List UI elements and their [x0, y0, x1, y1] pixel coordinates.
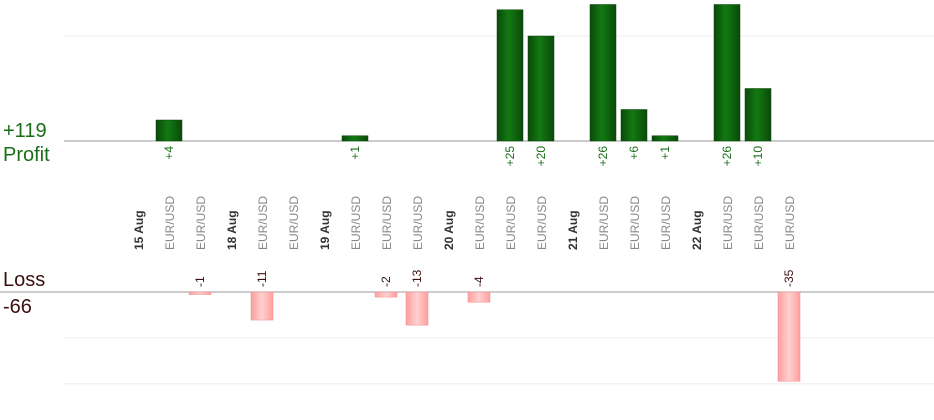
profit-value-label: +10 [751, 146, 765, 167]
date-label: 22 Aug [690, 210, 704, 250]
loss-bar [188, 291, 212, 295]
pair-label: EUR/USD [504, 196, 518, 250]
pair-label: EUR/USD [752, 196, 766, 250]
loss-value-label: -1 [193, 276, 207, 287]
pair-label: EUR/USD [380, 196, 394, 250]
profit-bar [341, 135, 369, 142]
pair-label: EUR/USD [349, 196, 363, 250]
date-label: 15 Aug [132, 210, 146, 250]
loss-total: -66 [3, 296, 32, 318]
profit-bar [713, 4, 741, 142]
date-label: 19 Aug [318, 210, 332, 250]
profit-bar [527, 35, 555, 142]
pair-label: EUR/USD [721, 196, 735, 250]
profit-total: +119 [3, 120, 47, 142]
loss-value-label: -13 [410, 269, 424, 287]
profit-bar [589, 4, 617, 142]
profit-value-label: +26 [720, 146, 734, 167]
profit-value-label: +1 [658, 146, 672, 160]
profit-value-label: +4 [162, 146, 176, 160]
loss-value-label: -11 [255, 270, 269, 287]
loss-bar [405, 291, 429, 326]
bars [155, 4, 801, 382]
pair-label: EUR/USD [163, 196, 177, 250]
pair-label: EUR/USD [659, 196, 673, 250]
loss-bar [467, 291, 491, 303]
loss-bar [250, 291, 274, 321]
date-label: 18 Aug [225, 210, 239, 250]
pair-label: EUR/USD [597, 196, 611, 250]
loss-value-label: -4 [472, 276, 486, 287]
loss-bar [374, 291, 398, 298]
pair-label: EUR/USD [535, 196, 549, 250]
profit-value-label: +1 [348, 146, 362, 160]
loss-bar [777, 291, 801, 382]
profit-label: Profit [3, 144, 50, 166]
pair-label: EUR/USD [287, 196, 301, 250]
pair-label: EUR/USD [628, 196, 642, 250]
pair-label: EUR/USD [473, 196, 487, 250]
pair-label: EUR/USD [256, 196, 270, 250]
pair-label: EUR/USD [783, 196, 797, 250]
pair-label: EUR/USD [194, 196, 208, 250]
profit-bar [155, 119, 183, 142]
loss-value-label: -35 [782, 269, 796, 287]
loss-value-label: -2 [379, 276, 393, 287]
profit-value-label: +6 [627, 146, 641, 160]
date-label: 21 Aug [566, 210, 580, 250]
loss-label: Loss [3, 269, 46, 291]
profit-value-label: +20 [534, 146, 548, 167]
pair-label: EUR/USD [411, 196, 425, 250]
profit-bar [651, 135, 679, 142]
date-label: 20 Aug [442, 210, 456, 250]
profit-bar [620, 109, 648, 142]
profit-bar [496, 9, 524, 142]
profit-bar [744, 88, 772, 142]
profit-value-label: +25 [503, 146, 517, 167]
profit-value-label: +26 [596, 146, 610, 167]
labels: 15 Aug EUR/USD +4 EUR/USD -1 18 Aug EUR/USD -11… [132, 146, 797, 287]
